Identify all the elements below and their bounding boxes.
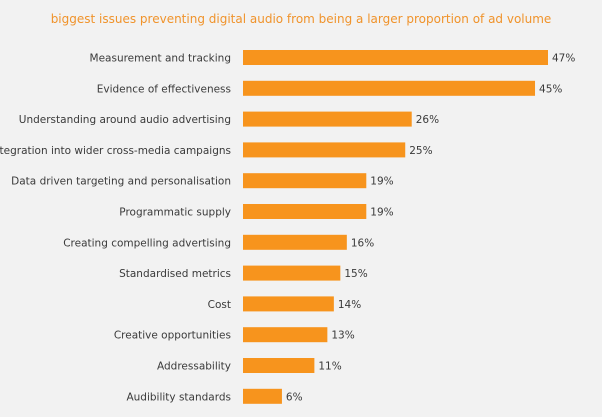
chart-title: biggest issues preventing digital audio … xyxy=(50,12,552,26)
category-label: Data driven targeting and personalisatio… xyxy=(11,176,231,188)
category-label: Audibility standards xyxy=(126,391,231,403)
category-label: Understanding around audio advertising xyxy=(19,114,231,126)
value-label: 13% xyxy=(331,330,354,342)
bar xyxy=(243,173,367,189)
bar xyxy=(243,234,347,250)
category-label: Evidence of effectiveness xyxy=(97,83,231,95)
value-label: 11% xyxy=(318,361,341,373)
category-label: Programmatic supply xyxy=(119,207,231,219)
value-label: 47% xyxy=(552,53,575,65)
value-label: 19% xyxy=(370,207,393,219)
value-label: 6% xyxy=(286,391,303,403)
bar xyxy=(243,142,406,158)
category-label: Creating compelling advertising xyxy=(63,237,231,249)
value-label: 45% xyxy=(539,83,562,95)
bar xyxy=(243,296,334,312)
bar xyxy=(243,388,282,404)
category-label: Cost xyxy=(208,299,231,311)
category-label: Standardised metrics xyxy=(119,268,231,280)
category-label: Addressability xyxy=(157,361,231,373)
bar xyxy=(243,358,315,373)
value-label: 14% xyxy=(338,299,361,311)
bar xyxy=(243,204,367,219)
bar xyxy=(243,265,341,281)
bar xyxy=(243,327,328,343)
bar xyxy=(243,111,412,127)
category-label: Creative opportunities xyxy=(114,330,231,342)
value-label: 19% xyxy=(370,176,393,188)
category-label: Measurement and tracking xyxy=(90,53,231,65)
value-label: 16% xyxy=(351,237,374,249)
bar xyxy=(243,80,536,96)
value-label: 25% xyxy=(409,145,432,157)
bar xyxy=(243,50,548,65)
value-label: 15% xyxy=(344,268,367,280)
category-label: Integration into wider cross-media campa… xyxy=(0,145,231,157)
value-label: 26% xyxy=(416,114,439,126)
